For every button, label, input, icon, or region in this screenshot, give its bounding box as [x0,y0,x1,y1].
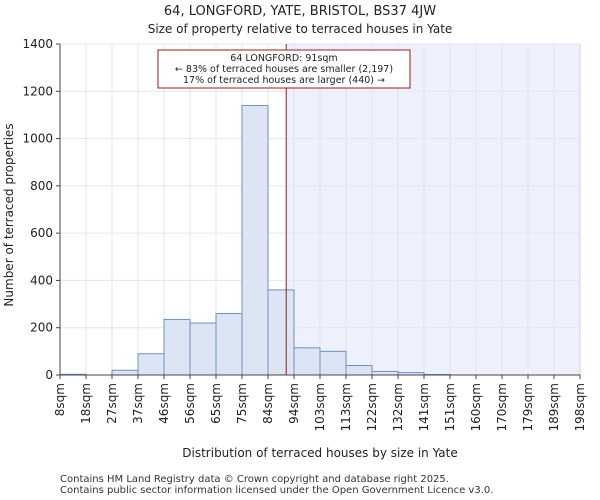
x-tick-label: 94sqm [287,383,301,424]
chart-title: 64, LONGFORD, YATE, BRISTOL, BS37 4JW [164,4,436,19]
y-tick-label: 200 [30,321,53,335]
histogram-bar [371,370,399,376]
histogram-bar [163,318,191,376]
histogram-bar [111,369,139,376]
histogram-bar [241,104,269,376]
y-axis-label: Number of terraced properties [2,123,16,306]
x-tick-label: 132sqm [391,383,405,431]
annotation-line: 17% of terraced houses are larger (440) … [183,75,385,86]
x-tick-label: 170sqm [495,383,509,431]
x-tick-label: 113sqm [339,383,353,431]
x-tick-label: 84sqm [261,383,275,424]
x-tick-label: 151sqm [443,383,457,431]
x-tick-label: 27sqm [105,383,119,424]
annotation-box [157,49,411,89]
histogram-bar [319,350,347,376]
x-tick-label: 65sqm [209,383,223,424]
x-tick-label: 198sqm [573,383,587,431]
histogram-bar [293,347,321,376]
footer-licence: Contains public sector information licen… [60,485,494,496]
x-axis-label: Distribution of terraced houses by size … [182,446,457,460]
histogram-bar [267,289,295,376]
y-tick-label: 1000 [22,132,53,146]
annotation-line: ← 83% of terraced houses are smaller (2,… [175,64,393,75]
y-tick-label: 800 [30,179,53,193]
plot-area: 0 200 400 600 800 1000 1200 1400 8sqm 18sqm 27sqm 3… [22,37,587,431]
x-tick-label: 46sqm [157,383,171,424]
footer-copyright: Contains HM Land Registry data © Crown c… [60,474,449,485]
y-tick-label: 400 [30,273,53,287]
x-tick-label: 141sqm [417,383,431,431]
histogram-bar [137,353,165,376]
x-tick-label: 189sqm [547,383,561,431]
y-tick-label: 1400 [22,37,53,51]
histogram-bar [215,313,243,376]
y-tick-label: 600 [30,226,53,240]
chart-subtitle: Size of property relative to terraced ho… [148,22,453,36]
x-tick-label: 122sqm [365,383,379,431]
x-tick-label: 56sqm [183,383,197,424]
y-tick-label: 0 [45,368,53,382]
x-tick-label: 179sqm [521,383,535,431]
larger-region-shade [286,44,580,375]
histogram-chart: 64, LONGFORD, YATE, BRISTOL, BS37 4JW Si… [2,4,587,460]
y-tick-label: 1200 [22,84,53,98]
x-tick-label: 160sqm [469,383,483,431]
histogram-bar [345,365,373,376]
histogram-bar [189,322,217,376]
x-tick-label: 37sqm [131,383,145,424]
x-tick-label: 103sqm [313,383,327,431]
annotation-line: 64 LONGFORD: 91sqm [230,53,337,64]
x-tick-label: 75sqm [235,383,249,424]
x-tick-label: 8sqm [53,383,67,416]
x-tick-label: 18sqm [79,383,93,424]
